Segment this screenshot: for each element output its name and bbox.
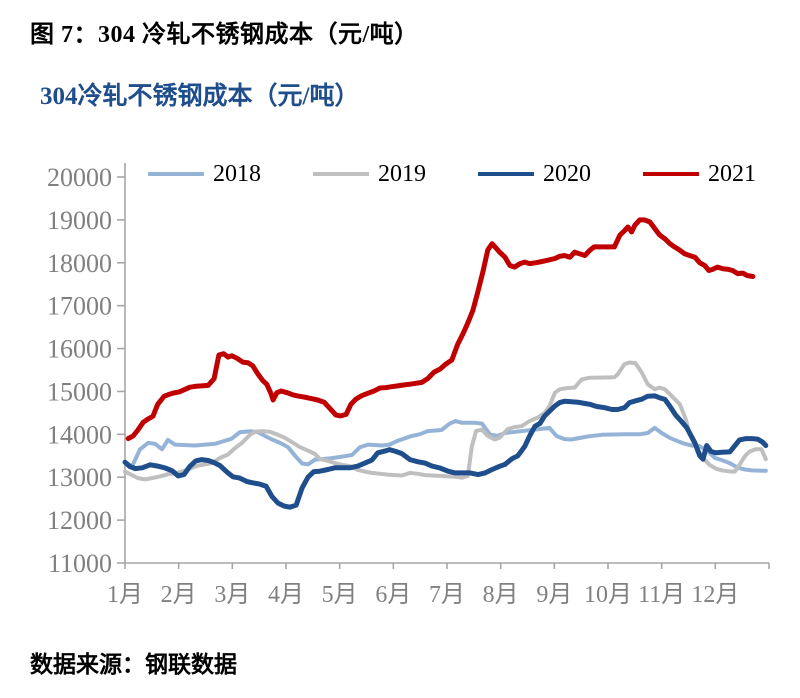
y-tick-label: 17000 [47,292,112,321]
x-tick-label: 1月 [107,582,143,608]
x-tick-label: 5月 [322,582,358,608]
x-tick-label: 9月 [536,582,572,608]
x-tick-label: 10月 [584,582,632,608]
y-tick-label: 15000 [47,377,112,406]
legend-item-2020: 2020 [478,162,591,186]
x-tick-label: 3月 [214,582,250,608]
legend-swatch-2021 [643,171,699,177]
legend-item-2018: 2018 [148,162,261,186]
x-tick-label: 7月 [429,582,465,608]
legend-swatch-2018 [148,172,204,176]
y-tick-label: 18000 [47,249,112,278]
chart-title: 304冷轧不锈钢成本（元/吨） [40,83,360,110]
y-tick-label: 11000 [48,549,112,578]
legend-label-2019: 2019 [378,161,426,187]
figure-caption: 图 7：304 冷轧不锈钢成本（元/吨） [30,22,419,48]
legend-swatch-2019 [313,172,369,176]
y-tick-label: 19000 [47,206,112,235]
legend-item-2019: 2019 [313,162,426,186]
x-tick-label: 8月 [483,582,519,608]
x-tick-label: 12月 [691,582,739,608]
x-tick-label: 11月 [638,582,685,608]
series-line-2019 [123,360,768,482]
chart-legend: 2018 2019 2020 2021 [148,162,756,186]
y-tick-label: 20000 [47,163,112,192]
series-line-2021 [125,217,756,442]
x-tick-label: 6月 [375,582,411,608]
legend-label-2020: 2020 [543,161,591,187]
series-line-2020 [122,393,769,510]
legend-swatch-2020 [478,171,534,177]
legend-label-2018: 2018 [213,161,261,187]
legend-item-2021: 2021 [643,162,756,186]
x-tick-label: 2月 [161,582,197,608]
series-line-2018 [123,419,768,473]
y-tick-label: 13000 [47,463,112,492]
x-tick-label: 4月 [268,582,304,608]
data-source: 数据来源：钢联数据 [30,652,237,677]
legend-label-2021: 2021 [708,161,756,187]
y-tick-label: 12000 [47,506,112,535]
y-tick-label: 14000 [47,420,112,449]
y-tick-label: 16000 [47,335,112,364]
